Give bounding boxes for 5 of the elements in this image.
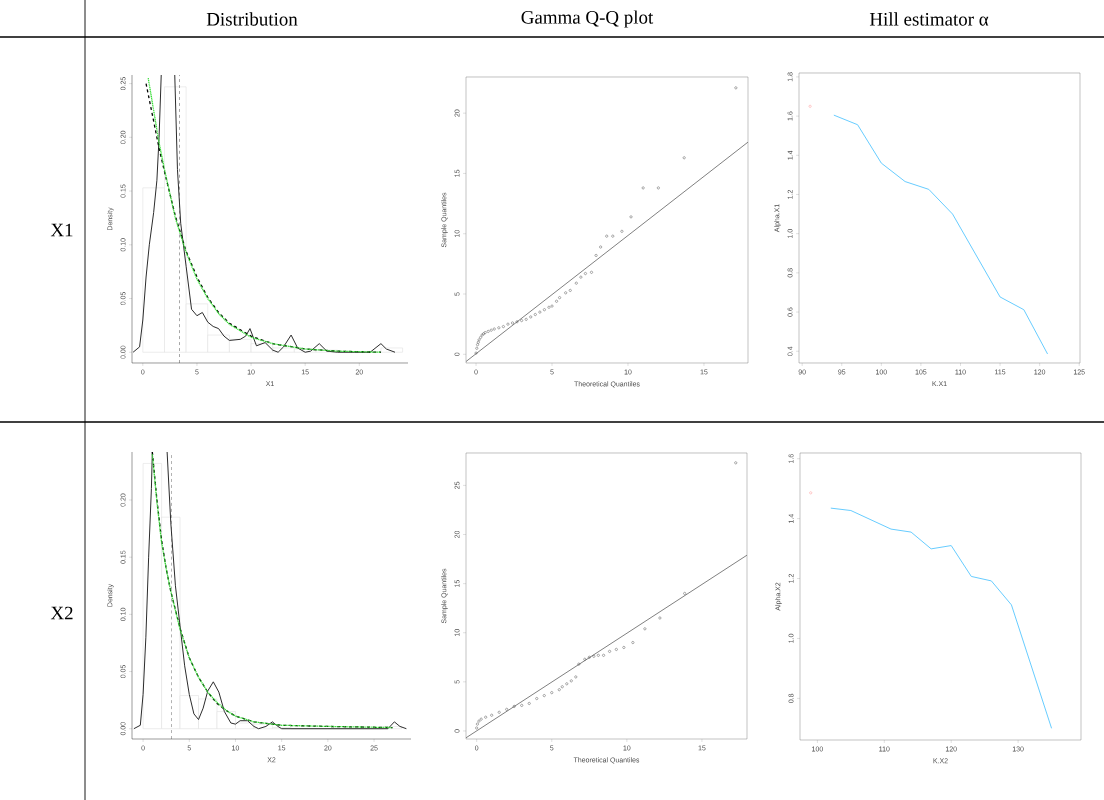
chart-title: Hill estimator α	[869, 12, 989, 26]
text: X2	[50, 606, 73, 620]
chart-title: Gamma Q-Q plot	[521, 10, 654, 28]
chart-title: Distribution	[206, 12, 298, 26]
text: X1	[50, 223, 73, 237]
